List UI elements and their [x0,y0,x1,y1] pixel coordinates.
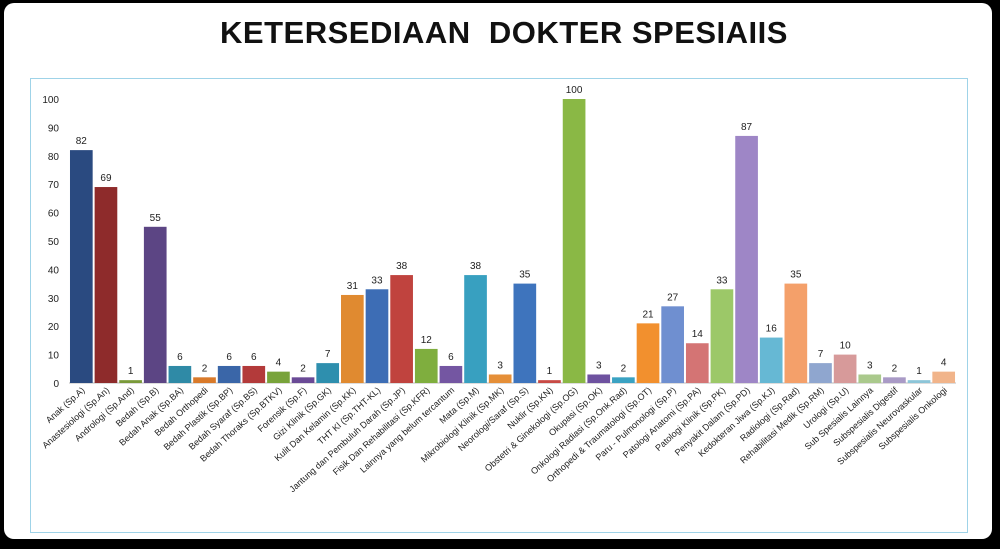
y-tick-label: 70 [48,180,60,191]
bar [439,365,463,383]
y-tick-label: 50 [48,237,60,248]
data-label: 31 [347,281,359,292]
data-label: 82 [76,136,88,147]
data-label: 6 [251,352,257,363]
data-label: 3 [596,360,602,371]
bar [168,365,192,383]
bar [833,354,857,383]
bar [858,374,882,383]
data-label: 4 [276,358,282,369]
data-label: 69 [100,173,112,184]
bar [538,380,561,383]
bar [685,343,709,383]
data-label: 14 [692,329,704,340]
data-label: 87 [741,122,753,133]
bar [636,323,660,383]
bar [390,275,413,383]
data-label: 7 [818,349,824,360]
data-label: 12 [421,335,433,346]
y-tick-label: 60 [48,209,60,220]
bar [784,283,808,383]
bar [513,283,537,383]
data-label: 3 [497,360,503,371]
data-label: 35 [790,270,802,281]
data-label: 100 [566,85,583,96]
y-tick-label: 40 [48,265,60,276]
bar [341,294,364,383]
data-label: 7 [325,349,331,360]
bar [809,363,832,383]
data-label: 21 [642,309,654,320]
bar [735,135,758,383]
data-label: 6 [448,352,454,363]
data-label: 2 [892,363,898,374]
data-label: 6 [226,352,232,363]
bar [883,377,906,383]
bar [291,377,315,383]
bar [759,337,783,383]
y-tick-label: 90 [48,123,60,134]
slide: KETERSEDIAAN DOKTER SPESIAIIS 0 10 20 30 40 5… [4,3,992,539]
y-tick-label: 80 [48,152,60,163]
bar [932,371,956,383]
bar [119,380,142,383]
data-label: 35 [519,270,531,281]
bar [587,374,611,383]
bar [365,289,389,383]
data-label: 10 [840,341,852,352]
data-label: 16 [766,324,778,335]
bar [907,380,931,383]
bar [612,377,635,383]
bar [710,289,734,383]
bar [562,99,586,383]
bar [488,374,512,383]
bar [267,371,290,383]
y-tick-label: 0 [53,379,59,390]
data-label: 2 [202,363,208,374]
bar [143,226,167,383]
chart-frame: 0 10 20 30 40 50 60 70 80 90 100 82 Anak (Sp.A) 69 Ana… [30,78,968,533]
y-tick-label: 20 [48,322,60,333]
bar [193,377,216,383]
data-label: 2 [621,363,627,374]
data-label: 38 [470,261,482,272]
data-label: 33 [716,275,728,286]
data-label: 2 [300,363,306,374]
data-label: 1 [916,366,922,377]
data-label: 33 [371,275,383,286]
y-tick-label: 10 [48,351,60,362]
data-label: 1 [547,366,553,377]
bar [94,187,118,383]
data-label: 38 [396,261,408,272]
data-label: 6 [177,352,183,363]
bar [661,306,684,383]
bar [464,275,487,383]
y-tick-label: 100 [42,95,59,106]
data-label: 1 [128,366,134,377]
data-label: 3 [867,360,873,371]
bar [316,363,340,383]
slide-title: KETERSEDIAAN DOKTER SPESIAIIS [220,15,788,50]
data-label: 4 [941,358,947,369]
data-label: 55 [150,213,162,224]
bar [69,150,93,383]
data-label: 27 [667,292,679,303]
bar [414,348,438,383]
bar [242,365,266,383]
bar [217,365,241,383]
y-tick-label: 30 [48,294,60,305]
